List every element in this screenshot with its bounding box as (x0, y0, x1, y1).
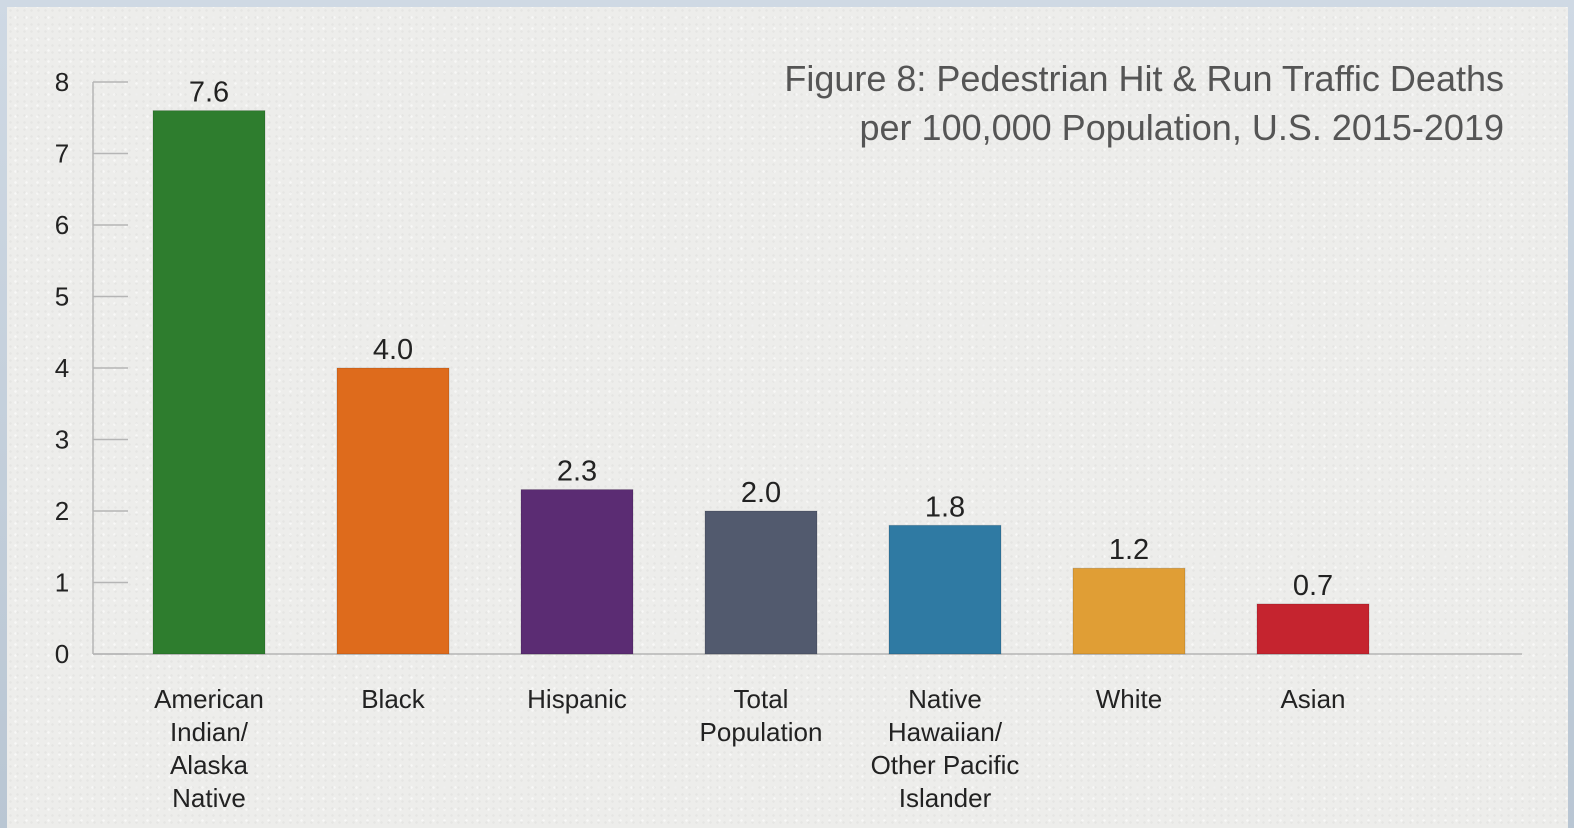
y-tick-label: 3 (55, 425, 69, 455)
y-tick-label: 0 (55, 639, 69, 669)
x-tick-label: Population (700, 717, 823, 747)
y-tick-label: 7 (55, 139, 69, 169)
data-label: 1.2 (1109, 534, 1149, 566)
y-tick-label: 5 (55, 282, 69, 312)
data-label: 7.6 (189, 77, 229, 109)
data-label: 2.0 (741, 477, 781, 509)
x-tick-label: Asian (1280, 684, 1345, 714)
bar (1072, 567, 1186, 655)
x-tick-label: Islander (899, 783, 992, 813)
bar (704, 510, 818, 655)
chart-figure: Figure 8: Pedestrian Hit & Run Traffic D… (7, 7, 1568, 828)
y-tick-label: 6 (55, 210, 69, 240)
bar (152, 110, 266, 655)
x-tick-label: American (154, 684, 264, 714)
y-tick-label: 4 (55, 353, 69, 383)
chart-labels: 7.6AmericanIndian/AlaskaNative4.0Black2.… (154, 77, 1345, 813)
data-label: 1.8 (925, 491, 965, 523)
chart-axes: 0 1 2 3 4 5 6 7 8 (55, 67, 1522, 669)
data-label: 0.7 (1293, 570, 1333, 602)
bar (336, 367, 450, 655)
chart-title-line-1: Figure 8: Pedestrian Hit & Run Traffic D… (784, 58, 1504, 99)
bar (888, 524, 1002, 655)
x-tick-label: White (1096, 684, 1162, 714)
x-tick-label: Other Pacific (871, 750, 1020, 780)
y-tick-label: 8 (55, 67, 69, 97)
y-tick-label: 1 (55, 568, 69, 598)
x-tick-label: Total (734, 684, 789, 714)
data-label: 2.3 (557, 456, 597, 488)
x-tick-label: Hawaiian/ (888, 717, 1003, 747)
chart-title-line-2: per 100,000 Population, U.S. 2015-2019 (860, 107, 1504, 148)
x-tick-label: Native (172, 783, 246, 813)
x-tick-label: Indian/ (170, 717, 249, 747)
bar (520, 489, 634, 655)
data-label: 4.0 (373, 334, 413, 366)
y-tick-label: 2 (55, 496, 69, 526)
bar-chart: Figure 8: Pedestrian Hit & Run Traffic D… (55, 58, 1522, 813)
x-tick-label: Alaska (170, 750, 249, 780)
chart-title: Figure 8: Pedestrian Hit & Run Traffic D… (784, 58, 1504, 148)
x-tick-label: Black (361, 684, 426, 714)
bar (1256, 603, 1370, 655)
bar-series (152, 110, 1370, 655)
x-tick-label: Native (908, 684, 982, 714)
x-tick-label: Hispanic (527, 684, 627, 714)
